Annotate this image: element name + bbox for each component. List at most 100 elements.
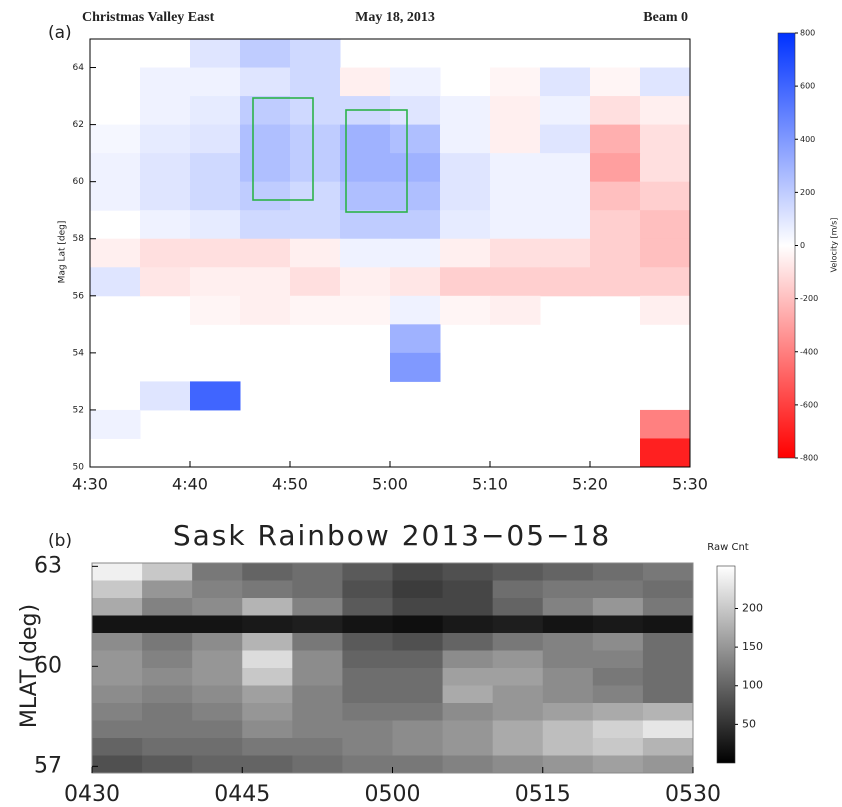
heat-cell [140, 210, 191, 240]
heat-cell [290, 295, 341, 325]
heat-cell [340, 238, 391, 268]
y-tick-label: 54 [73, 348, 85, 358]
heat-cell [490, 96, 541, 126]
heat-cell [292, 563, 343, 581]
heat-cell [142, 598, 193, 616]
heat-cell [640, 96, 691, 126]
heat-cell [390, 324, 441, 354]
heat-cell [442, 650, 494, 669]
heat-cell [242, 633, 293, 651]
x-tick-label: 0500 [365, 782, 421, 807]
heat-cell [540, 238, 591, 268]
heat-cell [492, 598, 544, 616]
y-tick-label: 60 [73, 177, 85, 187]
heat-cell [142, 755, 193, 774]
colorbar-tick-label: -800 [800, 454, 818, 463]
heat-cell [342, 720, 393, 739]
panel-label: (a) [48, 23, 72, 43]
heat-cell [442, 633, 494, 651]
colorbar-label: Raw Cnt [707, 542, 749, 553]
heat-cell [390, 238, 441, 268]
heat-cell [390, 352, 441, 382]
heat-cell [390, 295, 441, 325]
heat-cell [640, 295, 691, 325]
heat-cell [242, 738, 293, 756]
heat-cell [292, 580, 343, 599]
heat-cell [392, 580, 444, 599]
heat-cell [292, 720, 343, 739]
heat-cell [540, 153, 591, 183]
heat-cell [540, 181, 591, 211]
heat-cell [542, 720, 594, 739]
heat-cell [440, 238, 491, 268]
heat-cell [442, 563, 494, 581]
heat-cell [592, 615, 644, 634]
heat-cell [490, 181, 541, 211]
heat-cell [490, 210, 541, 240]
heat-cell [390, 67, 441, 97]
heat-cell [290, 96, 341, 126]
heat-cell [590, 210, 641, 240]
heat-cell [642, 615, 694, 634]
heat-cell [192, 580, 243, 599]
heat-cell [242, 668, 293, 686]
heat-cell [392, 563, 444, 581]
heat-cell [240, 210, 291, 240]
heat-cell [190, 381, 241, 411]
heat-cell [190, 153, 241, 183]
heat-cell [390, 181, 441, 211]
heat-cell [190, 67, 241, 97]
heat-cell [640, 238, 691, 268]
heat-cell [292, 650, 343, 669]
heat-cell [642, 738, 694, 756]
heat-cell [142, 563, 193, 581]
heat-cell [440, 124, 491, 154]
heat-cell [90, 153, 141, 183]
colorbar-tick-label: 800 [800, 29, 815, 38]
heat-cell [592, 668, 644, 686]
heat-cell [140, 381, 191, 411]
x-tick-label: 4:40 [172, 475, 208, 494]
heat-cell [542, 580, 594, 599]
heat-cell [142, 615, 193, 634]
heat-cell [392, 755, 444, 774]
heat-cell [190, 181, 241, 211]
heat-cell [492, 633, 544, 651]
colorbar-tick-label: 50 [742, 717, 756, 730]
heat-cell [492, 685, 544, 704]
heat-cell [140, 67, 191, 97]
y-tick-label: 57 [34, 753, 62, 778]
heat-cell [292, 685, 343, 704]
heat-cell [540, 267, 591, 297]
heat-cell [92, 650, 143, 669]
heat-cell [192, 615, 243, 634]
heat-cell [90, 409, 141, 439]
heat-cell [92, 703, 143, 721]
heat-cell [342, 685, 393, 704]
heat-cell [142, 580, 193, 599]
heat-cell [640, 267, 691, 297]
heat-cell [90, 124, 141, 154]
heat-cell [142, 685, 193, 704]
heat-cell [492, 563, 544, 581]
y-axis-label: MLAT (deg) [17, 604, 42, 728]
colorbar-tick-label: 400 [800, 135, 815, 144]
heat-cell [640, 210, 691, 240]
heat-cell [242, 720, 293, 739]
x-tick-label: 4:50 [272, 475, 308, 494]
heat-cell [190, 39, 241, 69]
heat-cell [292, 738, 343, 756]
heat-cell [540, 96, 591, 126]
colorbar-tick-label: -600 [800, 400, 818, 409]
colorbar [716, 565, 736, 764]
heat-cell [142, 703, 193, 721]
highlight-box [252, 97, 314, 201]
heat-cell [640, 153, 691, 183]
heat-cell [490, 295, 541, 325]
heat-cell [140, 238, 191, 268]
heat-cell [442, 668, 494, 686]
heat-cell [240, 295, 291, 325]
heat-cell [192, 755, 243, 774]
y-axis-label: Mag Lat [deg] [58, 221, 68, 284]
heat-cell [90, 181, 141, 211]
